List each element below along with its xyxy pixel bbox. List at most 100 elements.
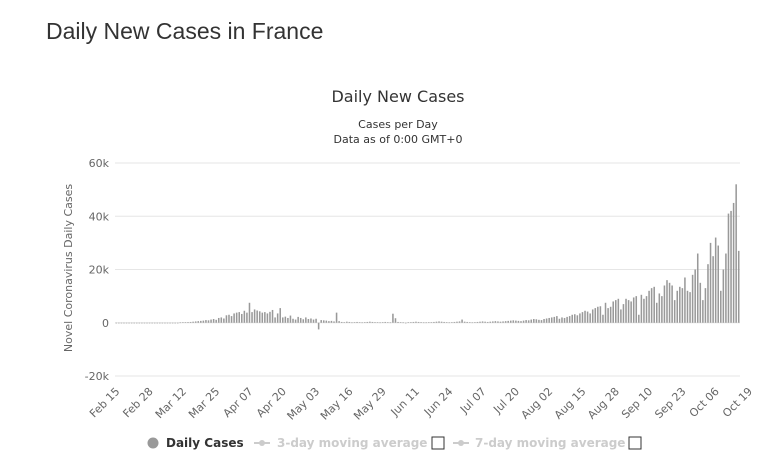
bar[interactable]: [197, 321, 200, 323]
bar[interactable]: [146, 322, 148, 324]
bar[interactable]: [217, 317, 220, 323]
bar[interactable]: [732, 202, 735, 323]
bar[interactable]: [317, 322, 320, 330]
bar[interactable]: [184, 322, 187, 323]
bar[interactable]: [297, 316, 299, 323]
bar[interactable]: [133, 322, 135, 324]
bar[interactable]: [494, 321, 497, 323]
bar[interactable]: [212, 319, 215, 323]
bar[interactable]: [220, 317, 223, 323]
bar[interactable]: [412, 321, 415, 323]
bar[interactable]: [735, 184, 737, 323]
bar[interactable]: [148, 322, 151, 324]
bar[interactable]: [568, 316, 571, 323]
bar[interactable]: [727, 213, 730, 323]
bar[interactable]: [655, 302, 658, 323]
bar[interactable]: [387, 322, 389, 323]
bar[interactable]: [384, 321, 387, 323]
bar[interactable]: [725, 253, 727, 323]
bar[interactable]: [120, 322, 123, 324]
bar[interactable]: [174, 322, 176, 324]
bar[interactable]: [123, 322, 125, 324]
bar[interactable]: [394, 318, 397, 323]
bar[interactable]: [228, 314, 230, 323]
bar[interactable]: [681, 288, 684, 323]
bar[interactable]: [335, 312, 338, 323]
bar[interactable]: [535, 319, 538, 323]
bar[interactable]: [189, 321, 192, 323]
bar[interactable]: [530, 319, 533, 323]
bar[interactable]: [484, 321, 486, 323]
bar[interactable]: [169, 322, 171, 324]
bar[interactable]: [717, 245, 719, 323]
bar[interactable]: [115, 322, 118, 324]
bar[interactable]: [676, 290, 679, 323]
bar[interactable]: [399, 322, 402, 323]
legend-item-daily-cases[interactable]: Daily Cases: [166, 436, 244, 450]
bar[interactable]: [632, 297, 635, 323]
bar[interactable]: [207, 320, 210, 323]
bar[interactable]: [151, 322, 153, 324]
bar[interactable]: [720, 290, 722, 323]
bar[interactable]: [691, 274, 694, 323]
bar[interactable]: [159, 322, 161, 324]
bar[interactable]: [671, 285, 673, 323]
bar[interactable]: [586, 311, 589, 323]
bar[interactable]: [292, 318, 294, 323]
bar[interactable]: [251, 312, 253, 323]
bar[interactable]: [438, 321, 440, 323]
bar[interactable]: [558, 318, 561, 323]
bar[interactable]: [661, 296, 663, 323]
legend-checkbox-7day[interactable]: [628, 436, 642, 450]
bar[interactable]: [302, 319, 305, 323]
bar[interactable]: [376, 322, 379, 323]
bar[interactable]: [630, 301, 632, 323]
bar[interactable]: [233, 313, 235, 323]
bar[interactable]: [679, 286, 681, 323]
bar[interactable]: [507, 320, 509, 323]
bar[interactable]: [358, 322, 361, 323]
bar[interactable]: [261, 312, 264, 323]
bar[interactable]: [540, 320, 543, 323]
bar[interactable]: [430, 322, 433, 323]
bar[interactable]: [453, 321, 456, 323]
bar[interactable]: [673, 300, 676, 323]
bar[interactable]: [210, 319, 212, 323]
bar[interactable]: [348, 321, 351, 323]
bar[interactable]: [737, 250, 740, 323]
bar[interactable]: [499, 321, 502, 323]
bar[interactable]: [620, 309, 622, 323]
bar[interactable]: [730, 210, 732, 323]
bar[interactable]: [410, 322, 412, 323]
bar[interactable]: [556, 316, 558, 323]
bar[interactable]: [553, 316, 556, 323]
bar[interactable]: [512, 320, 515, 323]
bar[interactable]: [353, 322, 356, 323]
bar[interactable]: [182, 322, 184, 323]
bar[interactable]: [481, 321, 484, 323]
bar[interactable]: [340, 321, 343, 323]
bar[interactable]: [258, 311, 261, 323]
bar[interactable]: [502, 321, 504, 323]
bar[interactable]: [164, 322, 166, 324]
bar[interactable]: [617, 298, 620, 323]
bar[interactable]: [538, 319, 540, 323]
bar[interactable]: [136, 322, 138, 324]
bar[interactable]: [533, 319, 535, 323]
bar[interactable]: [650, 288, 653, 323]
bar[interactable]: [312, 319, 315, 323]
bar[interactable]: [702, 300, 704, 323]
bar[interactable]: [328, 321, 330, 323]
bar[interactable]: [520, 321, 522, 323]
bar[interactable]: [640, 294, 643, 323]
bar[interactable]: [153, 322, 156, 324]
bar[interactable]: [310, 318, 312, 323]
bar[interactable]: [648, 290, 650, 323]
bar[interactable]: [128, 322, 130, 324]
bar[interactable]: [379, 322, 381, 324]
bar[interactable]: [456, 321, 458, 323]
bar[interactable]: [407, 322, 410, 323]
bar[interactable]: [625, 298, 627, 323]
bar[interactable]: [589, 313, 591, 323]
bar[interactable]: [225, 315, 228, 323]
